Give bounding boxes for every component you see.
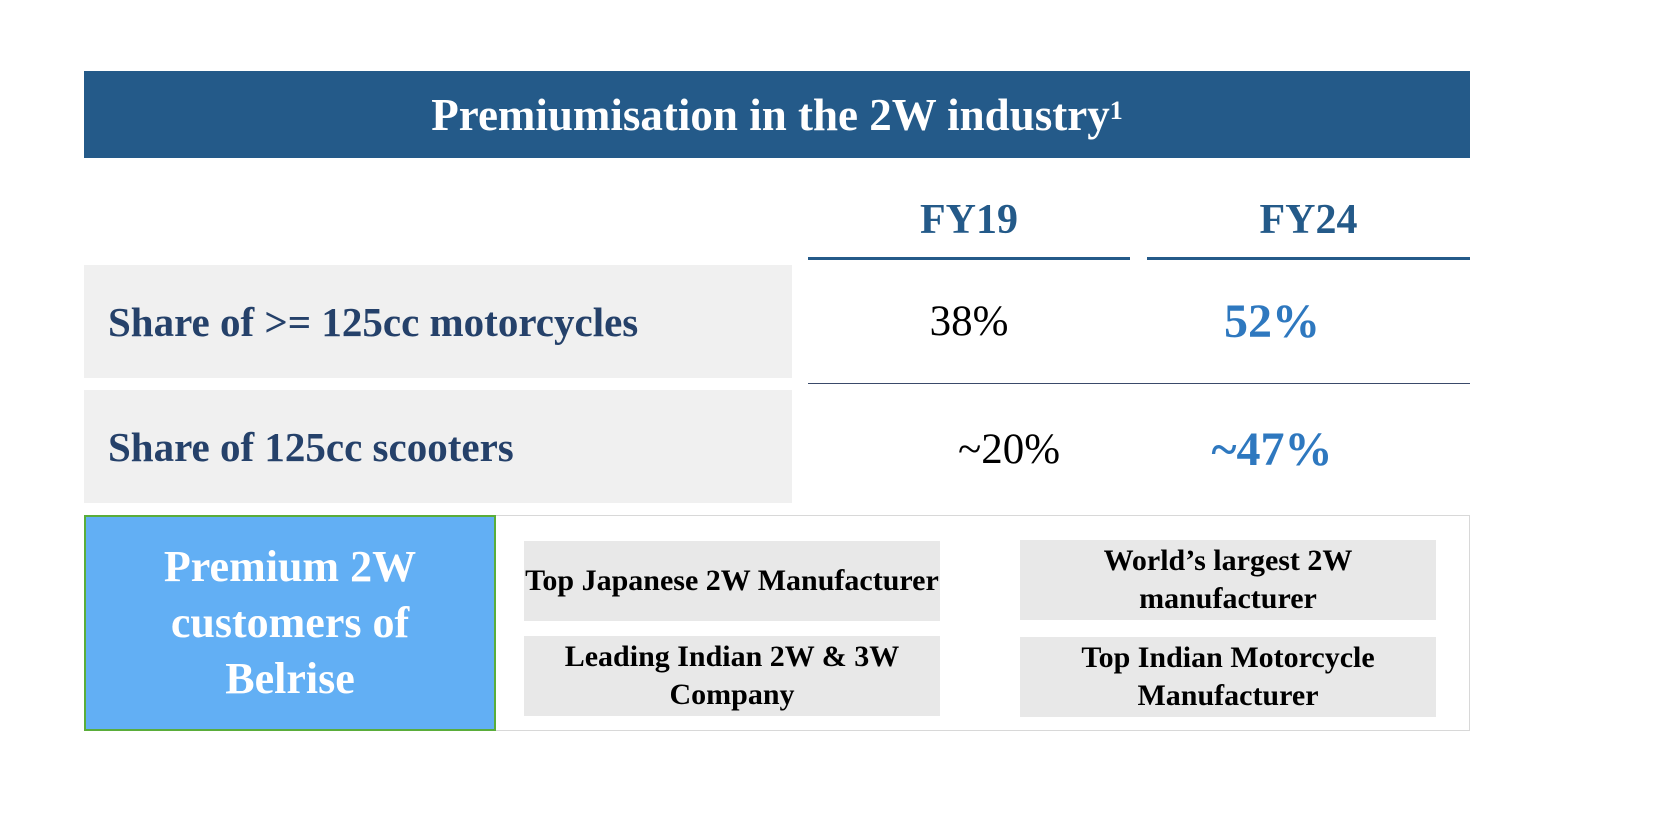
customer-item: Leading Indian 2W & 3W Company [524,636,940,716]
premium-customers-heading: Premium 2W customers of Belrise [84,515,496,731]
column-underline [1147,257,1470,260]
column-underline [808,257,1130,260]
column-header-fy19: FY19 [920,197,1018,243]
value-motorcycles-fy24: 52% [1224,295,1320,348]
title-text: Premiumisation in the 2W industry [431,89,1110,140]
premium-heading-text: Premium 2W customers of Belrise [163,542,417,703]
slide-title: Premiumisation in the 2W industry 1 [84,71,1470,158]
row-label-scooters: Share of 125cc scooters [84,390,792,503]
customer-item: Top Indian Motorcycle Manufacturer [1020,637,1436,717]
title-footnote: 1 [1109,95,1123,125]
value-scooters-fy19: ~20% [957,426,1061,473]
customers-panel [496,515,1470,731]
column-header-fy24: FY24 [1259,197,1358,243]
row-label-motorcycles: Share of >= 125cc motorcycles [84,265,792,378]
value-scooters-fy24: ~47% [1211,423,1333,476]
customer-item: Top Japanese 2W Manufacturer [524,541,940,621]
row-divider [808,383,1470,384]
value-motorcycles-fy19: 38% [929,298,1009,345]
customer-item: World’s largest 2W manufacturer [1020,540,1436,620]
